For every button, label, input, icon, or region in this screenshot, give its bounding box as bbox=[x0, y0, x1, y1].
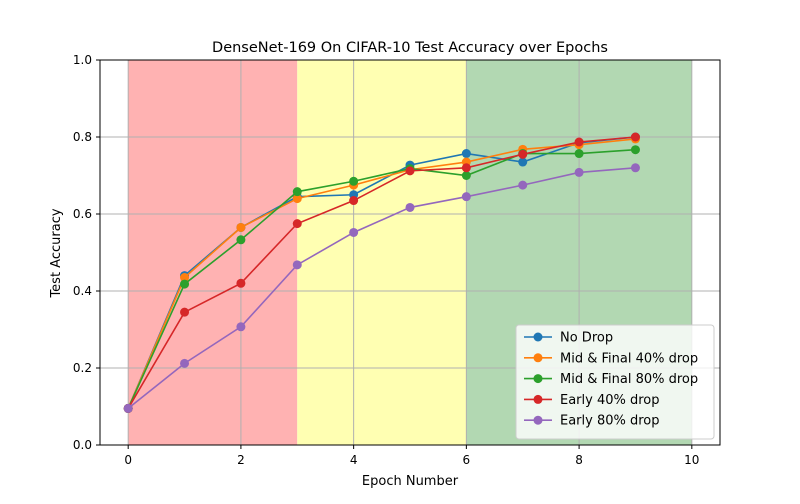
data-point-early-40-drop-1 bbox=[180, 307, 190, 317]
axis-ticks: 0 2 4 6 8 10 0.0 0.2 0.4 0.6 0.8 1.0 bbox=[73, 53, 700, 467]
data-point-early-40-drop-6 bbox=[461, 163, 471, 173]
data-point-early-80-drop-1 bbox=[180, 358, 190, 368]
y-tick-label-5: 1.0 bbox=[73, 53, 92, 67]
y-tick-label-0: 0.0 bbox=[73, 438, 92, 452]
x-tick-label-4: 8 bbox=[575, 453, 583, 467]
data-point-mid-final-80-drop-6 bbox=[461, 171, 471, 180]
legend-label-early-80-drop: Early 80% drop bbox=[560, 414, 660, 429]
series-line-mid-final-80-drop bbox=[127, 148, 636, 409]
data-point-mid-final-80-drop-1 bbox=[180, 279, 190, 289]
data-point-no-drop-6 bbox=[461, 149, 471, 159]
y-tick-label-1: 0.2 bbox=[73, 361, 92, 375]
chart-title: DenseNet-169 On CIFAR-10 Test Accuracy o… bbox=[212, 40, 608, 56]
data-point-early-80-drop-3 bbox=[292, 260, 302, 270]
data-point-early-40-drop-8 bbox=[574, 137, 584, 147]
data-point-no-drop-7 bbox=[518, 157, 528, 167]
legend-marker-mid-final-40-drop bbox=[533, 353, 543, 363]
data-point-mid-final-40-drop-3 bbox=[292, 194, 302, 204]
x-tick-label-2: 4 bbox=[350, 453, 358, 467]
legend-marker-early-40-drop bbox=[533, 394, 543, 404]
legend-label-mid-final-80-drop: Mid & Final 80% drop bbox=[560, 372, 698, 387]
x-tick-label-5: 10 bbox=[684, 453, 699, 467]
data-point-early-40-drop-7 bbox=[518, 149, 528, 159]
legend-marker-mid-final-80-drop bbox=[533, 374, 543, 384]
legend-label-early-40-drop: Early 40% drop bbox=[560, 393, 660, 408]
legend-label-no-drop: No Drop bbox=[560, 331, 613, 346]
data-point-mid-final-80-drop-4 bbox=[349, 176, 359, 186]
y-tick-label-3: 0.6 bbox=[73, 207, 92, 221]
data-point-early-80-drop-5 bbox=[405, 202, 415, 212]
data-point-early-80-drop-8 bbox=[574, 167, 584, 177]
data-point-early-40-drop-9 bbox=[630, 132, 640, 142]
data-point-mid-final-80-drop-8 bbox=[574, 149, 584, 159]
x-tick-label-3: 6 bbox=[463, 453, 471, 467]
series-line-mid-final-40-drop bbox=[127, 138, 636, 409]
data-point-early-40-drop-3 bbox=[292, 219, 302, 229]
data-point-mid-final-80-drop-3 bbox=[292, 187, 302, 197]
legend-marker-early-80-drop bbox=[533, 415, 543, 425]
legend-box bbox=[515, 324, 715, 440]
data-point-mid-final-40-drop-1 bbox=[180, 273, 190, 283]
legend-label-mid-final-40-drop: Mid & Final 40% drop bbox=[560, 351, 698, 366]
series-early-80-drop bbox=[123, 163, 640, 413]
data-point-mid-final-80-drop-9 bbox=[630, 145, 640, 155]
y-axis-label: Test Accuracy bbox=[49, 208, 64, 298]
data-point-early-80-drop-9 bbox=[630, 163, 640, 173]
data-point-mid-final-80-drop-2 bbox=[236, 235, 246, 245]
series-line-early-80-drop bbox=[127, 167, 636, 410]
y-tick-label-4: 0.8 bbox=[73, 130, 92, 144]
data-point-early-40-drop-2 bbox=[236, 278, 246, 288]
plot-frame bbox=[99, 59, 721, 446]
x-tick-label-1: 2 bbox=[237, 453, 245, 467]
data-point-early-80-drop-6 bbox=[461, 192, 471, 202]
data-point-mid-final-40-drop-2 bbox=[236, 222, 246, 232]
legend: No Drop Mid & Final 40% drop Mid & Final 8… bbox=[515, 324, 715, 440]
data-point-early-80-drop-0 bbox=[123, 403, 133, 413]
series-early-40-drop bbox=[123, 132, 640, 413]
data-point-early-80-drop-4 bbox=[349, 227, 359, 237]
x-tick-label-0: 0 bbox=[124, 453, 132, 467]
series-line-early-40-drop bbox=[127, 136, 636, 409]
legend-marker-no-drop bbox=[533, 332, 543, 342]
data-point-early-40-drop-5 bbox=[405, 166, 415, 176]
data-point-early-80-drop-2 bbox=[236, 322, 246, 332]
y-tick-label-2: 0.4 bbox=[73, 284, 92, 298]
x-axis-label: Epoch Number bbox=[362, 474, 459, 489]
series-lines bbox=[123, 132, 640, 413]
data-point-early-80-drop-7 bbox=[518, 180, 528, 190]
data-point-early-40-drop-4 bbox=[349, 196, 359, 206]
band-1 bbox=[297, 60, 467, 445]
